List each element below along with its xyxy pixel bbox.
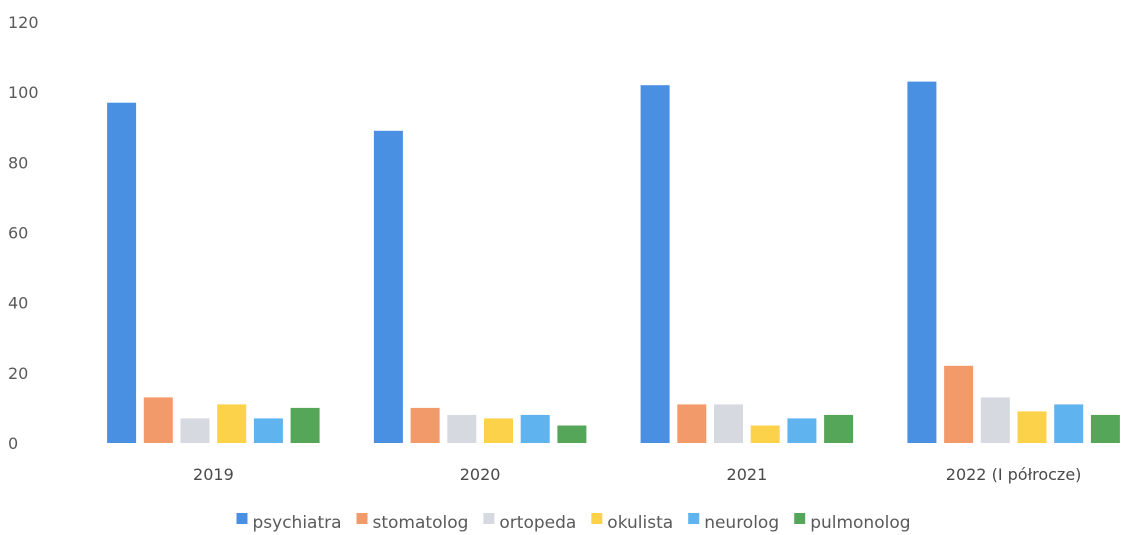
y-tick-label: 20 [8,364,28,383]
bars [107,81,1120,444]
legend-label-okulista: okulista [607,513,673,533]
bar-neurolog-2019 [253,418,283,443]
legend-label-neurolog: neurolog [704,513,779,533]
legend-label-pulmonolog: pulmonolog [810,513,910,533]
legend-swatch-neurolog [688,513,700,524]
bar-neurolog-2022-I-p-rocze- [1054,404,1084,443]
bar-okulista-2019 [217,404,247,443]
legend-swatch-psychiatra [236,513,248,524]
bar-pulmonolog-2022-I-p-rocze- [1090,414,1120,443]
bar-pulmonolog-2021 [824,414,854,443]
legend-swatch-pulmonolog [794,513,806,524]
bar-psychiatra-2021 [640,85,670,443]
y-tick-label: 120 [8,13,39,32]
bar-ortopeda-2021 [714,404,743,443]
bar-okulista-2020 [484,418,513,443]
bar-ortopeda-2020 [447,414,477,443]
bar-stomatolog-2021 [677,404,707,443]
bar-neurolog-2021 [787,418,817,443]
x-category-label: 2019 [193,465,234,484]
y-tick-label: 80 [8,153,28,172]
legend-label-psychiatra: psychiatra [253,513,342,533]
bar-okulista-2021 [750,425,780,443]
bar-okulista-2022-I-p-rocze- [1017,411,1047,443]
x-category-label: 2021 [727,465,768,484]
legend-label-ortopeda: ortopeda [499,513,576,533]
y-tick-label: 60 [8,224,28,243]
y-tick-label: 100 [8,83,39,102]
legend-swatch-ortopeda [483,513,495,524]
y-axis: 0 20 40 60 80 100 120 [8,13,39,453]
bar-stomatolog-2022-I-p-rocze- [944,365,974,443]
y-tick-label: 0 [8,434,18,453]
x-category-label: 2020 [460,465,501,484]
bar-psychiatra-2020 [373,130,403,444]
bar-pulmonolog-2019 [290,407,320,443]
legend-swatch-stomatolog [356,513,368,524]
legend-swatch-okulista [591,513,603,524]
x-axis: 2019 2020 2021 2022 (I półrocze) [193,465,1081,484]
bar-stomatolog-2019 [143,397,173,443]
y-tick-label: 40 [8,294,28,313]
bar-ortopeda-2022-I-p-rocze- [980,397,1010,443]
bar-psychiatra-2022-I-p-rocze- [907,81,937,443]
legend-label-stomatolog: stomatolog [373,513,469,533]
bar-pulmonolog-2020 [557,425,587,443]
bar-neurolog-2020 [520,414,550,443]
bar-psychiatra-2019 [107,102,137,443]
legend: psychiatra stomatolog ortopeda okulista neur… [236,513,911,533]
x-category-label: 2022 (I półrocze) [946,465,1082,484]
bar-stomatolog-2020 [410,407,440,443]
bar-ortopeda-2019 [180,418,210,443]
